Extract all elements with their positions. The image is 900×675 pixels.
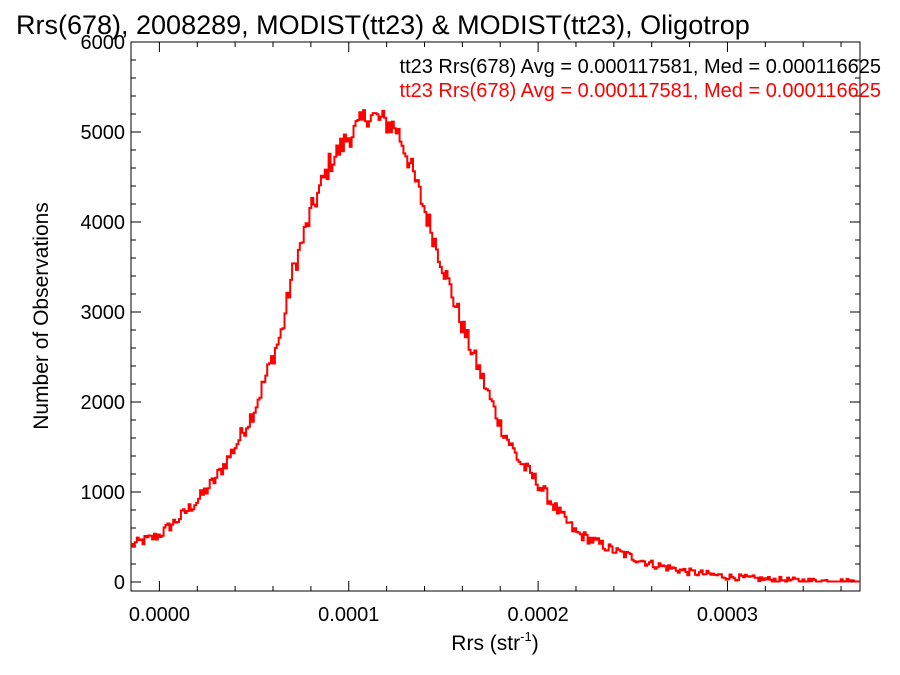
y-axis-label: Number of Observations [30, 202, 53, 430]
plot-frame [130, 41, 861, 592]
legend-entry-red: tt23 Rrs(678) Avg = 0.000117581, Med = 0… [400, 80, 881, 102]
x-tick-label: 0.0003 [697, 604, 758, 626]
y-tick-label: 4000 [81, 212, 126, 234]
legend-entry-black: tt23 Rrs(678) Avg = 0.000117581, Med = 0… [400, 56, 881, 78]
y-tick-label: 5000 [81, 122, 126, 144]
axis-ticks [131, 41, 860, 591]
x-tick-labels: 0.0000 0.0001 0.0002 0.0003 [129, 604, 758, 626]
x-tick-label: 0.0000 [129, 604, 190, 626]
y-tick-label: 0 [114, 572, 125, 594]
y-tick-label: 3000 [81, 302, 126, 324]
histogram-line [131, 109, 860, 583]
x-tick-label: 0.0001 [318, 604, 379, 626]
y-tick-label: 6000 [81, 32, 126, 54]
x-axis-label: Rrs (str-1) [451, 629, 538, 655]
y-tick-label: 2000 [81, 392, 126, 414]
y-tick-labels: 0 1000 2000 3000 4000 5000 6000 [81, 32, 126, 594]
chart-title: Rrs(678), 2008289, MODIST(tt23) & MODIST… [16, 10, 750, 40]
y-tick-label: 1000 [81, 482, 126, 504]
legend: tt23 Rrs(678) Avg = 0.000117581, Med = 0… [400, 56, 881, 102]
x-tick-label: 0.0002 [508, 604, 569, 626]
